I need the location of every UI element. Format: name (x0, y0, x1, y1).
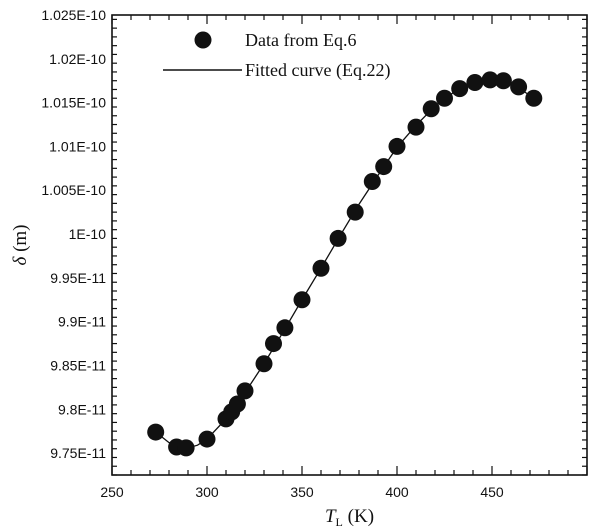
x-axis-unit: (K) (343, 506, 374, 527)
data-point (236, 382, 254, 400)
data-point (293, 291, 311, 309)
y-tick-label: 9.75E-11 (50, 445, 106, 461)
data-point (276, 319, 294, 337)
plot-area-frame (111, 14, 588, 476)
data-point (346, 203, 364, 221)
data-point (375, 158, 393, 176)
legend-marker-data (194, 31, 212, 49)
legend-label-fit: Fitted curve (Eq.22) (245, 60, 390, 81)
data-point (388, 137, 406, 155)
y-axis-symbol: δ (10, 256, 31, 266)
data-point (525, 89, 543, 107)
x-axis-title: TL (K) (325, 506, 374, 529)
y-tick-label: 9.85E-11 (50, 357, 106, 373)
data-point (363, 172, 381, 190)
data-point (198, 430, 216, 448)
y-axis-unit: (m) (10, 224, 31, 256)
x-tick-label: 300 (195, 484, 219, 500)
data-point (228, 395, 246, 413)
data-point (494, 72, 512, 90)
y-tick-label: 1.01E-10 (49, 138, 106, 154)
data-point (436, 89, 453, 107)
data-point (255, 355, 273, 373)
data-point (510, 78, 528, 96)
y-tick-label: 9.95E-11 (50, 270, 106, 286)
data-point (265, 335, 282, 353)
data-points-layer (147, 71, 543, 457)
y-tick-label: 1.005E-10 (41, 182, 106, 198)
x-axis-subscript: L (336, 515, 343, 529)
x-axis-symbol: T (325, 506, 337, 527)
fitted-curve-line (155, 79, 535, 449)
data-point (147, 423, 165, 441)
data-point (177, 439, 195, 457)
data-point (451, 80, 469, 98)
data-point (422, 100, 440, 118)
data-point (407, 118, 425, 136)
axis-labels: 250 300 350 400 450 9.75E-11 9.8E-11 9.85E-11 9.… (10, 7, 504, 529)
data-point (466, 73, 484, 91)
x-tick-label: 350 (290, 484, 314, 500)
y-tick-label: 9.9E-11 (58, 314, 106, 330)
x-tick-label: 450 (480, 484, 504, 500)
x-tick-label: 400 (385, 484, 409, 500)
legend-label-data: Data from Eq.6 (245, 30, 356, 50)
data-point (329, 229, 347, 247)
data-point (312, 259, 330, 277)
legend: Data from Eq.6 Fitted curve (Eq.22) (163, 30, 390, 81)
y-tick-label: 1.025E-10 (41, 7, 106, 23)
x-tick-label: 250 (100, 484, 124, 500)
y-tick-label: 1.015E-10 (41, 95, 106, 111)
y-tick-label: 9.8E-11 (58, 401, 106, 417)
y-axis-title: δ (m) (10, 224, 31, 265)
ticks-layer (111, 15, 588, 476)
data-point (481, 71, 499, 89)
y-tick-label: 1.02E-10 (49, 51, 106, 67)
y-tick-label: 1E-10 (69, 226, 107, 242)
fitted-curve-layer (155, 79, 535, 449)
